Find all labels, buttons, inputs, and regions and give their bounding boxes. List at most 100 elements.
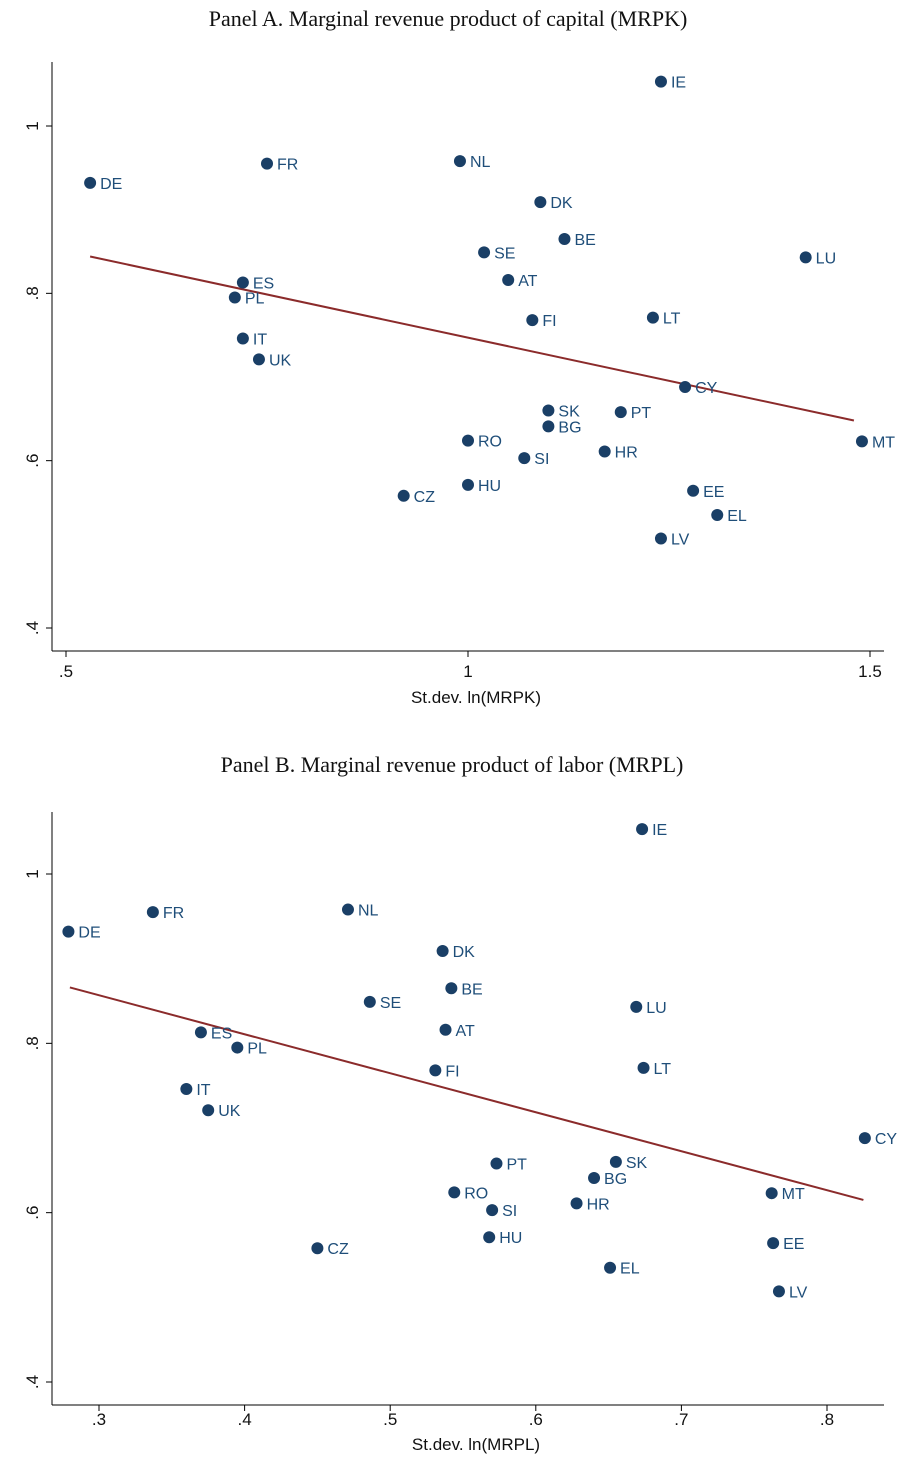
data-point-label-bg: BG	[604, 1171, 627, 1188]
data-point-label-fr: FR	[163, 905, 184, 922]
y-tick-label: .4	[23, 621, 42, 635]
data-point-label-lv: LV	[671, 531, 690, 548]
data-point-label-ee: EE	[703, 484, 724, 501]
data-point-label-pl: PL	[245, 291, 265, 308]
data-point-de	[84, 176, 97, 189]
data-point-label-de: DE	[78, 925, 100, 942]
data-point-label-dk: DK	[453, 944, 476, 961]
data-point-label-si: SI	[534, 451, 549, 468]
data-point-label-nl: NL	[470, 154, 491, 171]
data-point-it	[180, 1083, 193, 1096]
data-point-nl	[453, 155, 466, 168]
data-point-hr	[570, 1197, 583, 1210]
data-point-cy	[679, 381, 692, 394]
data-point-el	[604, 1261, 617, 1274]
data-point-label-fi: FI	[445, 1063, 459, 1080]
data-point-label-dk: DK	[550, 195, 573, 212]
data-point-lu	[799, 251, 812, 264]
data-point-it	[236, 332, 249, 345]
y-tick-label: 1	[23, 121, 42, 130]
x-tick-label: 1.5	[858, 662, 882, 681]
data-point-label-it: IT	[253, 332, 267, 349]
data-point-label-be: BE	[574, 232, 595, 249]
x-tick-label: .7	[674, 1410, 688, 1429]
x-tick-label: .6	[529, 1410, 543, 1429]
data-point-nl	[341, 903, 354, 916]
data-point-label-uk: UK	[218, 1103, 241, 1120]
chart-title: Panel B. Marginal revenue product of lab…	[221, 752, 684, 777]
data-point-label-mt: MT	[872, 434, 895, 451]
data-point-label-bg: BG	[558, 419, 581, 436]
data-point-at	[502, 273, 515, 286]
data-point-label-uk: UK	[269, 352, 292, 369]
data-point-label-se: SE	[380, 995, 401, 1012]
data-point-uk	[252, 353, 265, 366]
data-point-si	[486, 1204, 499, 1217]
data-point-label-hu: HU	[499, 1230, 522, 1247]
data-point-label-el: EL	[727, 508, 747, 525]
data-point-es	[236, 276, 249, 289]
data-point-label-hu: HU	[478, 478, 501, 495]
data-point-label-it: IT	[196, 1082, 210, 1099]
data-point-se	[478, 246, 491, 259]
data-point-de	[62, 925, 75, 938]
y-tick-label: .4	[23, 1375, 42, 1389]
data-point-uk	[202, 1104, 215, 1117]
data-point-label-hr: HR	[587, 1196, 610, 1213]
data-point-label-mt: MT	[782, 1186, 805, 1203]
data-point-label-cz: CZ	[327, 1241, 349, 1258]
fitted-line	[69, 986, 864, 1201]
data-point-hu	[483, 1231, 496, 1244]
chart-title: Panel A. Marginal revenue product of cap…	[209, 6, 688, 31]
data-point-sk	[609, 1155, 622, 1168]
x-tick-label: .8	[820, 1410, 834, 1429]
data-point-label-ie: IE	[671, 75, 686, 92]
data-point-ie	[636, 823, 649, 836]
y-tick-label: .6	[23, 1206, 42, 1220]
data-point-pl	[228, 291, 241, 304]
data-point-be	[445, 982, 458, 995]
data-point-bg	[588, 1171, 601, 1184]
x-tick-label: .5	[59, 662, 73, 681]
x-axis-title: St.dev. ln(MRPK)	[411, 688, 541, 707]
data-point-label-lu: LU	[816, 250, 836, 267]
data-point-label-de: DE	[100, 176, 122, 193]
panel-b: Panel B. Marginal revenue product of lab…	[23, 752, 897, 1454]
data-point-label-sk: SK	[558, 403, 580, 420]
data-point-hr	[598, 445, 611, 458]
data-point-cz	[311, 1242, 324, 1255]
y-tick-label: 1	[23, 869, 42, 878]
data-point-label-fi: FI	[542, 313, 556, 330]
y-tick-label: .6	[23, 454, 42, 468]
x-tick-label: 1	[463, 662, 472, 681]
data-point-pl	[231, 1041, 244, 1054]
data-point-label-sk: SK	[626, 1155, 648, 1172]
data-point-pt	[490, 1157, 503, 1170]
data-point-fr	[146, 906, 159, 919]
data-point-label-cy: CY	[875, 1131, 898, 1148]
data-point-label-lu: LU	[646, 1000, 666, 1017]
data-point-label-ie: IE	[652, 822, 667, 839]
data-point-lt	[646, 311, 659, 324]
data-point-label-cy: CY	[695, 380, 718, 397]
data-point-dk	[534, 196, 547, 209]
data-point-label-lt: LT	[654, 1061, 672, 1078]
data-point-ie	[654, 75, 667, 88]
data-point-be	[558, 232, 571, 245]
data-point-label-ro: RO	[478, 434, 502, 451]
panel-a: Panel A. Marginal revenue product of cap…	[23, 6, 895, 707]
data-point-ee	[767, 1237, 780, 1250]
data-point-lu	[630, 1000, 643, 1013]
data-point-label-ee: EE	[783, 1236, 804, 1253]
data-point-hu	[462, 478, 474, 491]
data-point-label-at: AT	[518, 273, 537, 290]
data-point-label-nl: NL	[358, 903, 379, 920]
data-point-bg	[542, 420, 555, 433]
data-point-el	[711, 509, 724, 522]
data-point-lv	[772, 1285, 785, 1298]
data-point-label-se: SE	[494, 245, 515, 262]
data-point-label-pt: PT	[506, 1157, 527, 1174]
data-point-label-es: ES	[211, 1025, 232, 1042]
data-point-dk	[436, 945, 449, 958]
